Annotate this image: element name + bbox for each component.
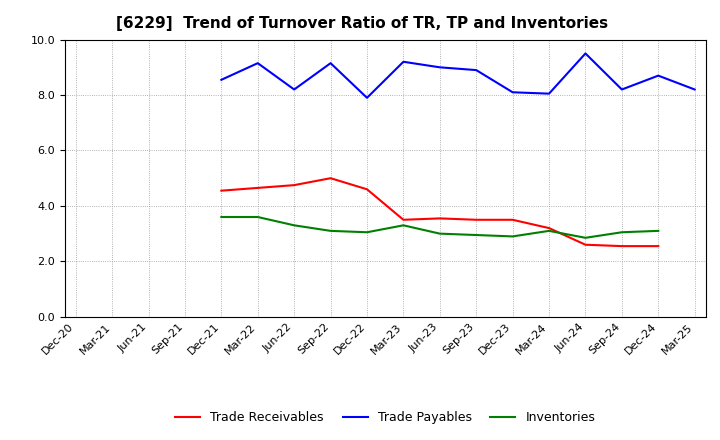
Line: Inventories: Inventories [221,217,658,238]
Trade Payables [363,95,372,100]
Inventories [618,230,626,235]
Trade Payables [581,51,590,56]
Inventories [472,232,480,238]
Trade Payables [436,65,444,70]
Trade Payables [618,87,626,92]
Inventories [326,228,335,234]
Inventories [436,231,444,236]
Trade Receivables [363,187,372,192]
Trade Receivables [581,242,590,247]
Inventories [508,234,517,239]
Inventories [290,223,299,228]
Inventories [363,230,372,235]
Trade Receivables [399,217,408,222]
Trade Payables [690,87,699,92]
Trade Payables [326,61,335,66]
Trade Receivables [472,217,480,222]
Trade Payables [508,90,517,95]
Line: Trade Receivables: Trade Receivables [221,178,658,246]
Trade Payables [472,67,480,73]
Trade Receivables [545,225,554,231]
Inventories [253,214,262,220]
Trade Receivables [290,183,299,188]
Trade Receivables [326,176,335,181]
Trade Payables [399,59,408,64]
Inventories [399,223,408,228]
Inventories [654,228,662,234]
Trade Receivables [436,216,444,221]
Legend: Trade Receivables, Trade Payables, Inventories: Trade Receivables, Trade Payables, Inven… [170,406,600,429]
Text: [6229]  Trend of Turnover Ratio of TR, TP and Inventories: [6229] Trend of Turnover Ratio of TR, TP… [116,16,608,32]
Inventories [545,228,554,234]
Trade Receivables [217,188,225,193]
Trade Payables [545,91,554,96]
Inventories [217,214,225,220]
Trade Payables [654,73,662,78]
Trade Receivables [253,185,262,191]
Trade Receivables [618,243,626,249]
Trade Payables [253,61,262,66]
Trade Receivables [654,243,662,249]
Trade Payables [290,87,299,92]
Trade Payables [217,77,225,82]
Line: Trade Payables: Trade Payables [221,53,695,98]
Inventories [581,235,590,240]
Trade Receivables [508,217,517,222]
